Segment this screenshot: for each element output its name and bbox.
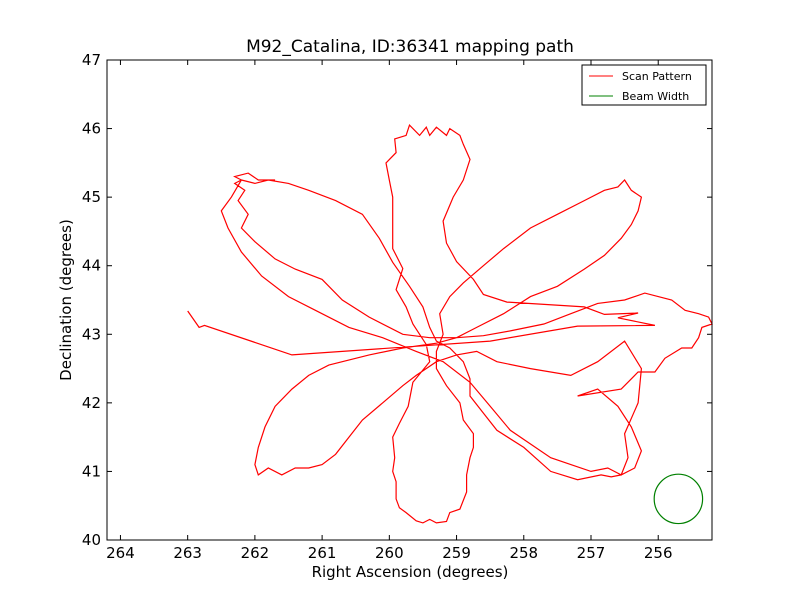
y-axis-label: Declination (degrees): [57, 219, 75, 381]
chart-title: M92_Catalina, ID:36341 mapping path: [246, 37, 574, 57]
y-tick-label: 42: [82, 394, 101, 412]
plot-background: [107, 60, 712, 540]
y-tick-label: 44: [82, 257, 101, 275]
x-tick-label: 258: [509, 544, 538, 562]
scan-pattern-line: [187, 123, 713, 524]
legend-scan-pattern-label: Scan Pattern: [622, 70, 692, 83]
x-tick-label: 263: [173, 544, 202, 562]
x-tick-label: 261: [308, 544, 337, 562]
y-tick-label: 45: [82, 188, 101, 206]
x-axis-label: Right Ascension (degrees): [312, 563, 509, 581]
x-tick-label: 256: [644, 544, 673, 562]
x-tick-label: 262: [241, 544, 270, 562]
beam-layer: [653, 473, 704, 525]
plot-area: 264 263 262 261 260 259 258 257 256 40 41 42 43 44 45…: [82, 51, 713, 562]
x-tick-label: 259: [442, 544, 471, 562]
x-tick-label: 260: [375, 544, 404, 562]
y-tick-label: 47: [82, 51, 101, 69]
series-layer: [187, 123, 713, 524]
y-tick-label: 41: [82, 462, 101, 480]
x-tick-label: 257: [577, 544, 606, 562]
x-tick-label: 264: [106, 544, 135, 562]
legend-box: [581, 64, 707, 106]
legend-beam-width-label: Beam Width: [622, 90, 689, 103]
plot-frame: [106, 59, 713, 541]
y-tick-label: 46: [82, 120, 101, 138]
beam-width-circle: [653, 473, 704, 525]
y-tick-label: 43: [82, 325, 101, 343]
x-axis-ticks: 264 263 262 261 260 259 258 257 256: [106, 60, 673, 562]
y-axis-ticks: 40 41 42 43 44 45 46 47: [82, 51, 712, 549]
legend[interactable]: Scan Pattern Beam Width: [581, 64, 707, 106]
y-tick-label: 40: [82, 531, 101, 549]
